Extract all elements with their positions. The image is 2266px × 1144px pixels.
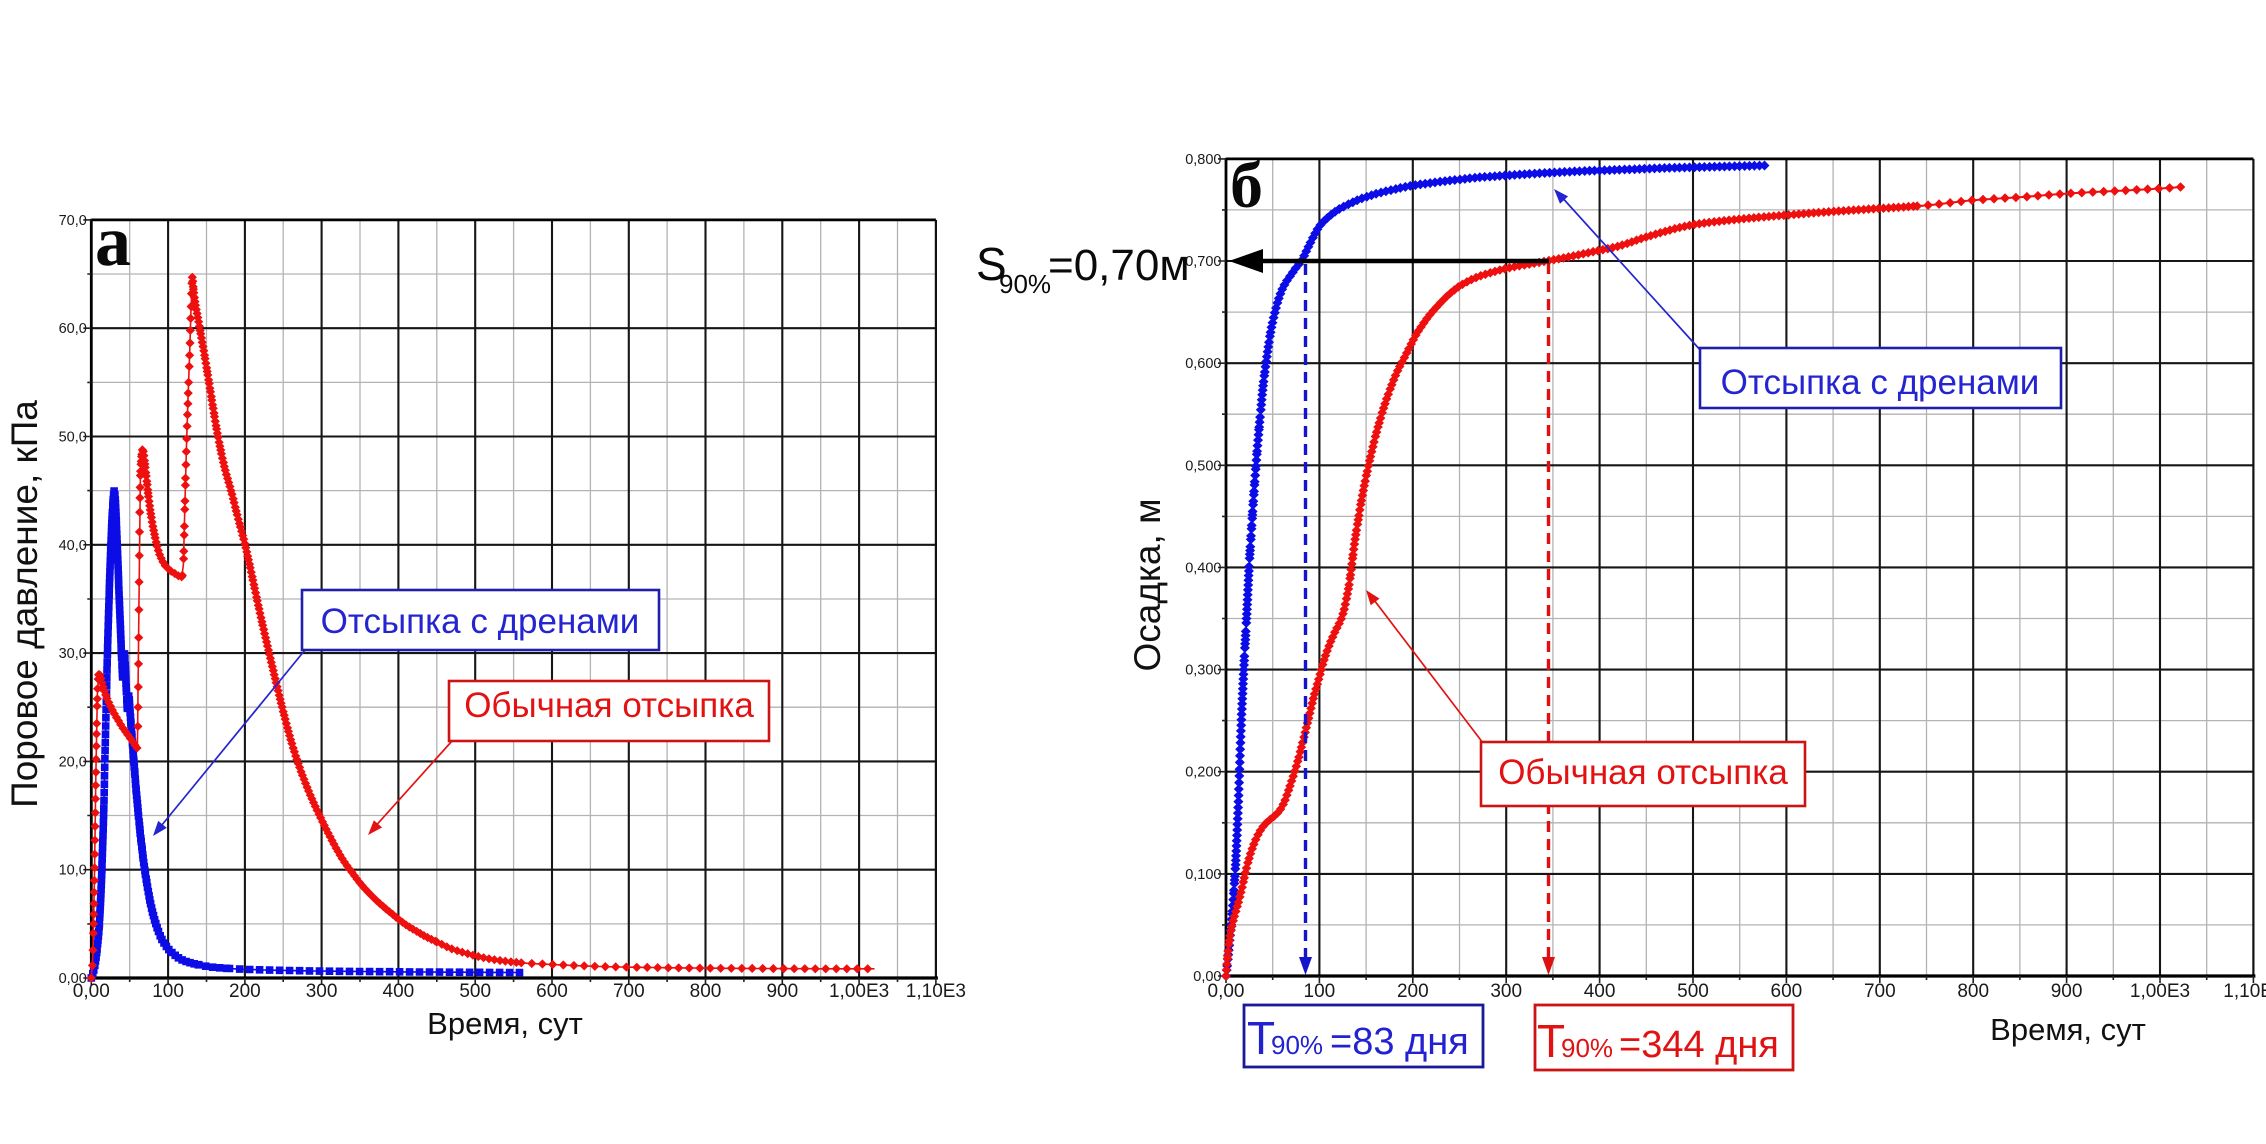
svg-text:40,0: 40,0 <box>59 538 87 554</box>
svg-text:200: 200 <box>229 981 261 1002</box>
svg-text:90%: 90% <box>1561 1033 1613 1063</box>
svg-text:500: 500 <box>1677 981 1709 1002</box>
svg-text:0,500: 0,500 <box>1185 458 1221 474</box>
svg-text:Время, сут: Время, сут <box>427 1006 583 1041</box>
svg-text:700: 700 <box>613 981 645 1002</box>
svg-text:1,00E3: 1,00E3 <box>829 981 889 1002</box>
svg-text:200: 200 <box>1397 981 1429 1002</box>
svg-text:90%: 90% <box>1271 1030 1323 1060</box>
svg-text:900: 900 <box>766 981 798 1002</box>
svg-text:400: 400 <box>383 981 415 1002</box>
svg-text:0,00: 0,00 <box>1193 969 1221 985</box>
svg-text:800: 800 <box>1957 981 1989 1002</box>
svg-text:1,10E3: 1,10E3 <box>906 981 966 1002</box>
svg-text:30,0: 30,0 <box>59 646 87 662</box>
svg-text:90%: 90% <box>999 269 1051 299</box>
svg-text:0,300: 0,300 <box>1185 663 1221 679</box>
svg-text:0,700: 0,700 <box>1185 254 1221 270</box>
svg-text:20,0: 20,0 <box>59 754 87 770</box>
svg-text:0,00: 0,00 <box>59 971 87 987</box>
svg-text:Время, сут: Время, сут <box>1990 1012 2146 1047</box>
svg-text:=83 дня: =83 дня <box>1330 1021 1469 1063</box>
svg-text:70,0: 70,0 <box>59 213 87 229</box>
svg-text:a: a <box>95 201 131 281</box>
svg-text:Осадка, м: Осадка, м <box>1127 498 1168 671</box>
svg-text:10,0: 10,0 <box>59 863 87 879</box>
svg-text:900: 900 <box>2051 981 2083 1002</box>
svg-text:Т: Т <box>1537 1015 1565 1067</box>
svg-text:600: 600 <box>536 981 568 1002</box>
svg-text:800: 800 <box>690 981 722 1002</box>
svg-text:400: 400 <box>1584 981 1616 1002</box>
svg-text:Обычная отсыпка: Обычная отсыпка <box>464 686 754 725</box>
svg-text:100: 100 <box>1304 981 1336 1002</box>
svg-text:60,0: 60,0 <box>59 321 87 337</box>
svg-text:500: 500 <box>459 981 491 1002</box>
svg-text:Отсыпка с дренами: Отсыпка с дренами <box>321 602 640 641</box>
svg-text:0,100: 0,100 <box>1185 867 1221 883</box>
svg-text:300: 300 <box>306 981 338 1002</box>
svg-text:0,600: 0,600 <box>1185 356 1221 372</box>
svg-text:1,00E3: 1,00E3 <box>2130 981 2190 1002</box>
svg-text:Отсыпка с дренами: Отсыпка с дренами <box>1721 363 2040 402</box>
svg-text:0,400: 0,400 <box>1185 560 1221 576</box>
svg-text:1,10E3: 1,10E3 <box>2223 981 2266 1002</box>
svg-text:300: 300 <box>1490 981 1522 1002</box>
svg-text:Поровое давление, кПа: Поровое давление, кПа <box>4 400 45 808</box>
svg-text:600: 600 <box>1771 981 1803 1002</box>
svg-text:Т: Т <box>1247 1012 1275 1064</box>
svg-text:100: 100 <box>152 981 184 1002</box>
svg-text:0,00: 0,00 <box>73 981 110 1002</box>
svg-text:б: б <box>1230 149 1263 222</box>
svg-text:S: S <box>976 238 1007 290</box>
svg-text:50,0: 50,0 <box>59 430 87 446</box>
svg-text:=0,70м: =0,70м <box>1048 241 1190 290</box>
svg-text:Обычная отсыпка: Обычная отсыпка <box>1498 753 1788 792</box>
svg-text:0,800: 0,800 <box>1185 152 1221 168</box>
svg-text:=344 дня: =344 дня <box>1619 1024 1779 1066</box>
svg-text:0,00: 0,00 <box>1208 981 1245 1002</box>
svg-text:0,200: 0,200 <box>1185 765 1221 781</box>
svg-text:700: 700 <box>1864 981 1896 1002</box>
